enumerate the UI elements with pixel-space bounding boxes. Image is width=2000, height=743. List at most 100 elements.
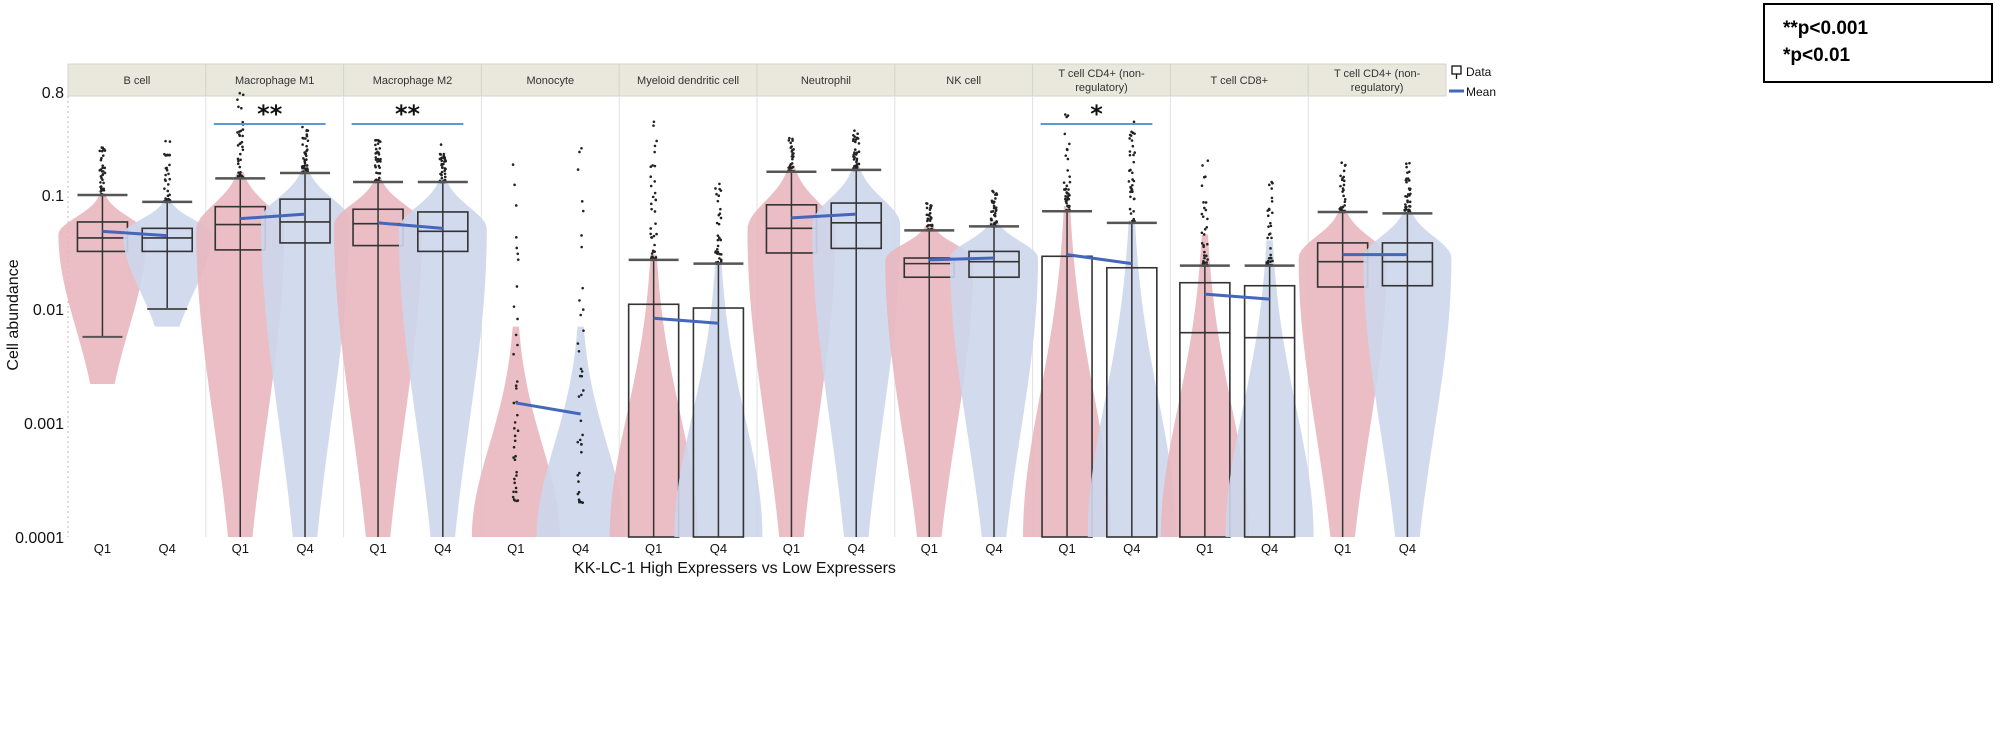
data-point	[442, 154, 446, 158]
data-point	[240, 106, 243, 110]
box	[1106, 266, 1158, 538]
data-point	[305, 144, 308, 148]
data-point	[1205, 225, 1209, 229]
data-point	[717, 194, 721, 198]
data-point	[238, 152, 242, 156]
box	[692, 307, 745, 538]
data-point	[790, 166, 793, 170]
panel-title: T cell CD4+ (non-regulatory)	[1334, 68, 1421, 94]
data-point	[303, 159, 306, 163]
box	[279, 198, 331, 244]
data-point	[237, 105, 240, 109]
data-point	[925, 202, 929, 205]
data-point	[1131, 183, 1134, 187]
data-point	[511, 495, 515, 499]
data-point	[1271, 211, 1274, 215]
data-point	[1404, 205, 1407, 209]
data-point	[1130, 188, 1134, 192]
data-point	[995, 193, 999, 196]
data-point	[305, 149, 308, 153]
data-point	[1269, 256, 1272, 260]
data-point	[651, 195, 655, 199]
data-point	[1204, 201, 1208, 204]
data-point	[1403, 208, 1406, 212]
data-point	[379, 157, 382, 161]
data-point	[1200, 184, 1204, 188]
data-point	[577, 498, 581, 502]
data-point	[305, 134, 309, 138]
data-point	[514, 490, 518, 494]
data-point	[1067, 188, 1070, 191]
data-point	[1340, 178, 1344, 182]
panel-header	[205, 63, 345, 97]
mean-line	[377, 221, 443, 230]
data-point	[1270, 236, 1273, 240]
box	[141, 227, 194, 253]
data-point	[577, 349, 581, 353]
data-point	[305, 129, 309, 133]
data-point	[516, 258, 520, 261]
data-point	[1267, 208, 1271, 212]
x-tick-label: Q1	[1058, 541, 1075, 556]
data-point	[1201, 164, 1204, 167]
data-point	[1068, 142, 1071, 146]
data-point	[236, 157, 240, 161]
data-point	[100, 188, 104, 192]
panel-title: T cell CD4+ (non-regulatory)	[1058, 68, 1145, 94]
data-point	[1131, 171, 1134, 175]
data-point	[164, 173, 167, 177]
data-point	[1267, 225, 1270, 228]
y-tick-label: 0.0001	[15, 530, 64, 547]
data-point	[376, 142, 380, 145]
data-point	[789, 146, 793, 149]
data-point	[305, 164, 309, 167]
mean-line	[1204, 292, 1270, 301]
data-point	[1265, 262, 1269, 265]
data-point	[1408, 179, 1411, 182]
data-point	[1203, 227, 1207, 231]
data-point	[378, 172, 382, 175]
x-tick-label: Q1	[1196, 541, 1213, 556]
data-point	[857, 162, 861, 166]
data-point	[581, 308, 585, 311]
mean-line	[102, 229, 168, 238]
data-point	[653, 164, 657, 168]
data-point	[787, 166, 790, 169]
data-point	[99, 168, 103, 171]
data-point	[854, 166, 858, 169]
data-point	[101, 164, 105, 167]
data-point	[1270, 196, 1274, 200]
data-point	[1269, 260, 1272, 263]
mean-line	[929, 256, 995, 262]
data-point	[651, 164, 654, 167]
data-point	[653, 150, 656, 154]
data-point	[992, 200, 996, 204]
data-point	[1339, 184, 1342, 188]
data-point	[580, 450, 583, 454]
data-point	[444, 159, 447, 163]
data-point	[516, 429, 520, 433]
panel-header	[618, 63, 758, 97]
data-point	[1405, 195, 1409, 198]
data-point	[578, 374, 582, 378]
data-point	[1128, 153, 1132, 157]
data-point	[578, 299, 581, 302]
data-point	[301, 136, 305, 140]
mean-line	[653, 316, 719, 325]
data-point	[515, 387, 518, 390]
data-point	[1269, 253, 1272, 257]
data-point	[168, 163, 171, 167]
box	[1381, 242, 1434, 287]
data-point	[101, 154, 105, 157]
mean-line	[240, 212, 306, 221]
data-point	[852, 158, 856, 161]
data-point	[100, 149, 104, 153]
data-point	[439, 153, 443, 156]
data-point	[1063, 113, 1067, 116]
data-point	[650, 252, 654, 255]
data-point	[1205, 261, 1208, 264]
data-point	[165, 168, 169, 172]
data-point	[306, 168, 309, 171]
data-point	[580, 234, 583, 237]
